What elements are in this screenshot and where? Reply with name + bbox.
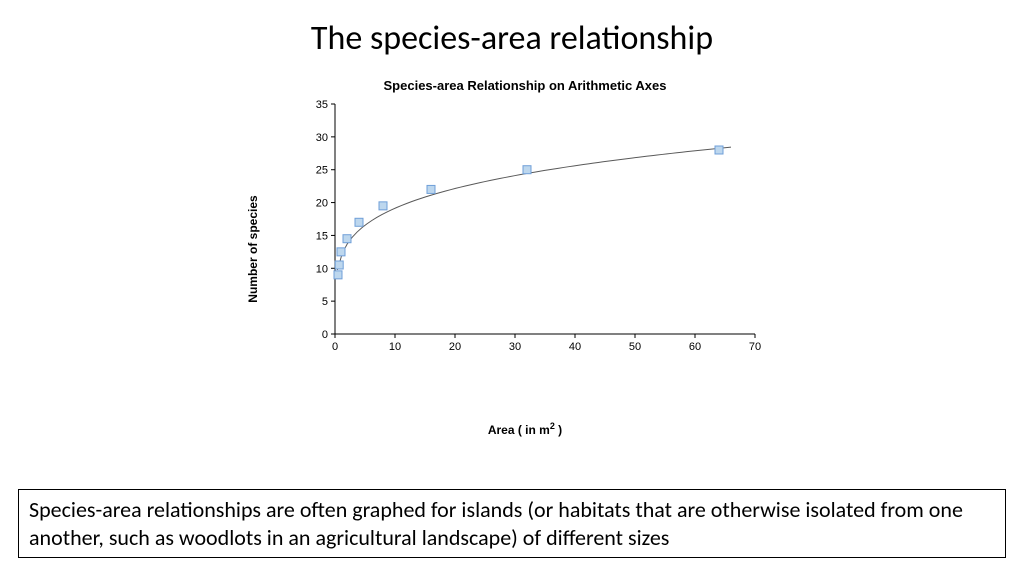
svg-text:70: 70 xyxy=(749,341,761,353)
svg-text:30: 30 xyxy=(509,341,521,353)
svg-text:50: 50 xyxy=(629,341,641,353)
svg-text:20: 20 xyxy=(316,198,328,210)
svg-text:10: 10 xyxy=(316,263,328,275)
svg-text:60: 60 xyxy=(689,341,701,353)
svg-text:40: 40 xyxy=(569,341,581,353)
svg-text:35: 35 xyxy=(316,99,328,111)
svg-text:0: 0 xyxy=(332,341,338,353)
svg-text:0: 0 xyxy=(322,329,328,341)
chart-title: Species-area Relationship on Arithmetic … xyxy=(265,78,785,93)
svg-text:5: 5 xyxy=(322,296,328,308)
svg-text:20: 20 xyxy=(449,341,461,353)
plot-area: Number of species 0510152025303501020304… xyxy=(265,99,785,399)
chart-container: Species-area Relationship on Arithmetic … xyxy=(265,78,785,408)
caption-text: Species-area relationships are often gra… xyxy=(18,489,1006,558)
svg-text:30: 30 xyxy=(316,132,328,144)
svg-text:25: 25 xyxy=(316,165,328,177)
svg-text:15: 15 xyxy=(316,230,328,242)
x-axis-label: Area ( in m2 ) xyxy=(488,421,562,437)
chart-svg: 0 5 10 15 20 25 30 35 0 10 20 30 40 50 60 70 xyxy=(305,99,765,359)
svg-text:10: 10 xyxy=(389,341,401,353)
y-axis-label: Number of species xyxy=(246,195,260,302)
slide-title: The species-area relationship xyxy=(0,18,1024,59)
